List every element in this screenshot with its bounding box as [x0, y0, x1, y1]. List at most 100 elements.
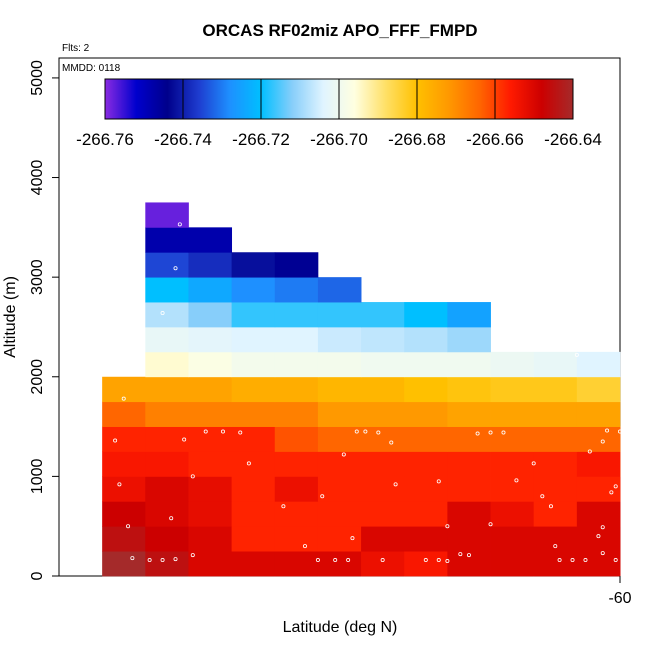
flight-point — [121, 396, 126, 401]
colorbar-tick-label: -266.74 — [154, 130, 212, 149]
heatmap-cell — [404, 351, 448, 378]
heatmap-cell — [145, 451, 189, 477]
flight-point — [618, 429, 623, 434]
heatmap-cell — [274, 252, 319, 278]
heatmap-cell — [274, 376, 319, 403]
heatmap-cell — [274, 277, 319, 303]
flight-point — [445, 559, 450, 564]
flight-point — [613, 484, 618, 489]
heatmap-cell — [317, 551, 362, 577]
flight-point — [341, 452, 346, 457]
flight-points — [113, 222, 635, 564]
heatmap-cell — [533, 526, 578, 552]
heatmap-cell — [317, 426, 362, 452]
heatmap-cell — [447, 426, 491, 452]
heatmap-cell — [188, 326, 233, 353]
heatmap-cell — [231, 476, 276, 502]
heatmap-cell — [447, 551, 491, 577]
flight-point — [389, 440, 394, 445]
flight-point — [626, 557, 631, 562]
heatmap-cell — [490, 476, 535, 502]
heatmap-cell — [145, 252, 189, 278]
heatmap-cell — [231, 326, 276, 353]
heatmap-cell — [274, 526, 319, 552]
heatmap-cell — [188, 401, 233, 427]
heatmap-cell — [145, 376, 189, 403]
heatmap-cell — [533, 376, 578, 403]
heatmap-cell — [490, 401, 535, 427]
heatmap-cell — [447, 376, 491, 403]
heatmap-cell — [576, 401, 621, 427]
flight-point — [363, 429, 368, 434]
heatmap-cell — [231, 252, 276, 278]
heatmap-cell — [447, 351, 491, 378]
heatmap-cell — [188, 476, 233, 502]
heatmap-cell — [361, 476, 405, 502]
heatmap-cell — [576, 376, 621, 403]
heatmap-cell — [274, 501, 319, 527]
heatmap-cell — [102, 476, 146, 502]
heatmap-cell — [145, 302, 189, 328]
flight-point — [587, 449, 592, 454]
heatmap-cell — [490, 376, 535, 403]
heatmap-cell — [145, 476, 189, 502]
heatmap-cell — [490, 501, 535, 527]
heatmap-cell — [576, 476, 621, 502]
flight-point — [600, 439, 605, 444]
heatmap-cell — [274, 426, 319, 452]
heatmap-cell — [145, 551, 189, 577]
heatmap-cell — [490, 526, 535, 552]
heatmap-cell — [145, 526, 189, 552]
x-axis: -60 — [608, 576, 632, 607]
heatmap-cell — [145, 501, 189, 527]
heatmap-cell — [145, 202, 189, 228]
flight-point — [320, 494, 325, 499]
heatmap-cell — [317, 526, 362, 552]
flight-point — [130, 556, 135, 561]
heatmap-cell — [576, 526, 621, 552]
heatmap-cell — [317, 376, 362, 403]
flight-point — [436, 558, 441, 563]
heatmap-cell — [102, 401, 146, 427]
flight-point — [548, 504, 553, 509]
heatmap-cell — [317, 277, 362, 303]
heatmap-cell — [490, 426, 535, 452]
heatmap-cell — [361, 376, 405, 403]
flight-point — [182, 437, 187, 442]
heatmap-cell — [447, 476, 491, 502]
heatmap-cell — [576, 551, 621, 577]
flight-point — [393, 482, 398, 487]
heatmap-cell — [447, 526, 491, 552]
heatmap-cell — [231, 401, 276, 427]
heatmap-cell — [404, 401, 448, 427]
flight-point — [173, 557, 178, 562]
heatmap-cell — [102, 526, 146, 552]
heatmap-cell — [145, 227, 189, 253]
heatmap-cell — [188, 376, 233, 403]
heatmap-cell — [231, 376, 276, 403]
y-tick-label: 4000 — [29, 160, 46, 196]
flight-point — [169, 516, 174, 521]
flight-point — [173, 266, 178, 271]
heatmap-cell — [231, 551, 276, 577]
heatmap-cell — [533, 351, 578, 378]
heatmap-cell — [576, 426, 621, 452]
flight-point — [113, 438, 118, 443]
chart-subtitle: Flts: 2 — [62, 43, 90, 54]
y-axis: 0 1000 2000 3000 4000 5000 — [29, 60, 59, 580]
flight-point — [613, 558, 618, 563]
heatmap-cell — [145, 277, 189, 303]
flight-point — [445, 524, 450, 529]
flight-point — [238, 430, 243, 435]
flight-point — [458, 552, 463, 557]
heatmap-cell — [447, 302, 491, 328]
heatmap-cell — [533, 426, 578, 452]
flight-point — [380, 558, 385, 563]
heatmap-cell — [231, 451, 276, 477]
heatmap-cell — [102, 451, 146, 477]
heatmap-cell — [145, 426, 189, 452]
heatmap-cell — [317, 351, 362, 378]
colorbar: -266.76 -266.74 -266.72 -266.70 -266.68 -266.… — [76, 78, 602, 149]
heatmap-cell — [404, 451, 448, 477]
heatmap-cell — [490, 551, 535, 577]
